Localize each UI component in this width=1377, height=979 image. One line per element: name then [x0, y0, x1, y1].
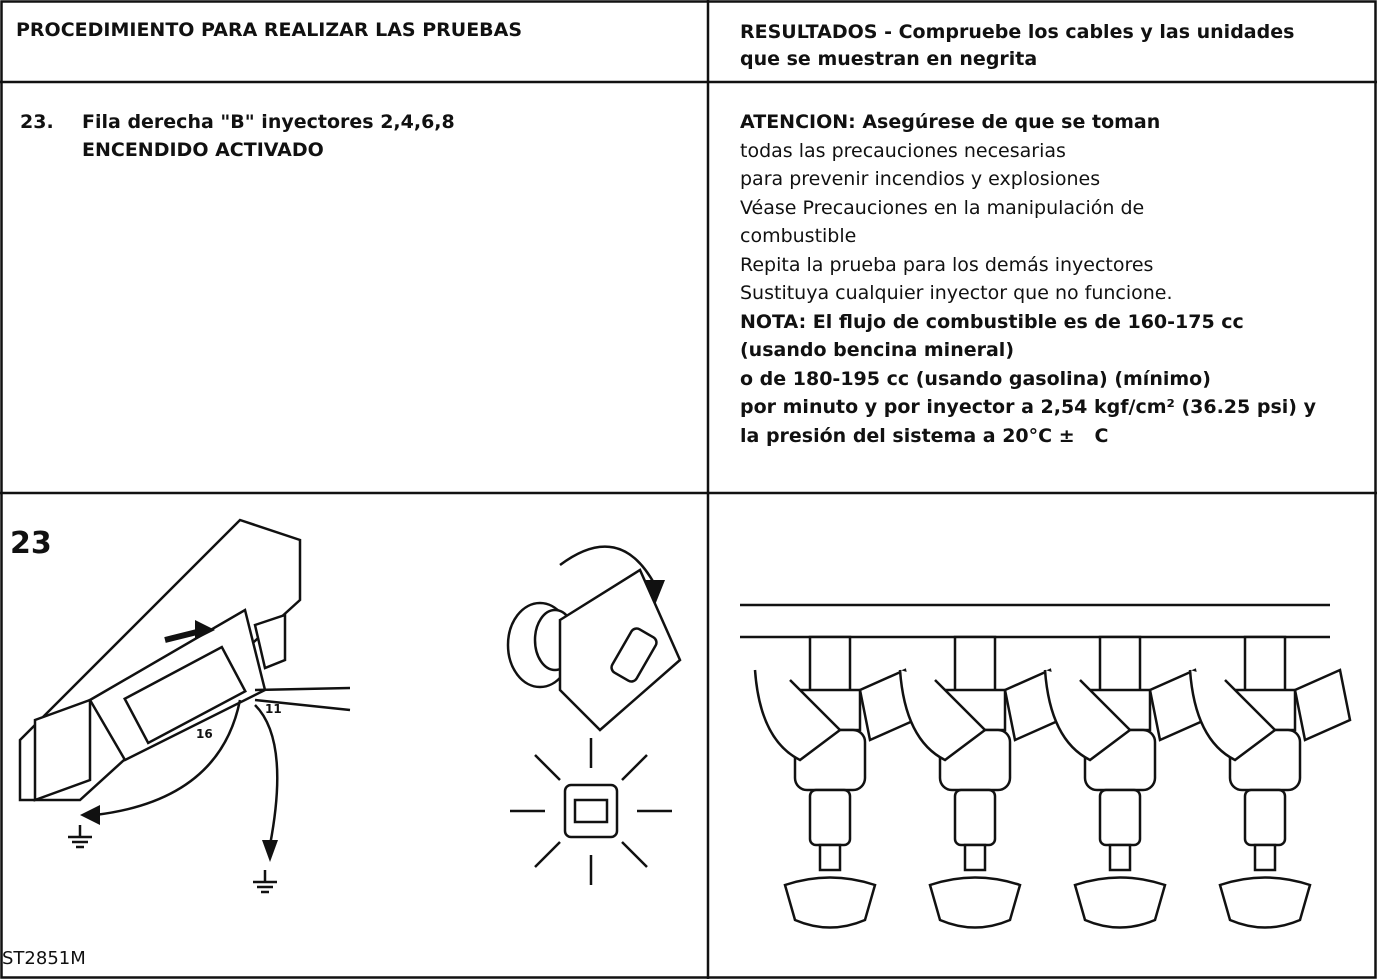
pin-label: 16	[196, 727, 213, 741]
result-line: por minuto y por inyector a 2,54 kgf/cm²…	[740, 396, 1316, 418]
result-line: combustible	[740, 225, 857, 247]
step-text: Fila derecha "B" inyectores 2,4,6,8	[82, 111, 455, 133]
result-line: todas las precauciones necesarias	[740, 139, 1066, 162]
step-text: ENCENDIDO ACTIVADO	[82, 139, 324, 161]
pin-label: 11	[265, 702, 282, 716]
header-right: que se muestran en negrita	[740, 48, 1038, 70]
result-line: Véase Precauciones en la manipulación de	[740, 196, 1145, 219]
figure-code: ST2851M	[2, 948, 86, 969]
header-right: RESULTADOS - Compruebe los cables y las …	[740, 21, 1295, 43]
battery-warning-light	[510, 738, 672, 885]
step-number: 23.	[20, 111, 54, 133]
result-line: Sustituya cualquier inyector que no func…	[740, 282, 1173, 304]
ecu-illustration	[18, 518, 351, 894]
result-line: o de 180-195 cc (usando gasolina) (mínim…	[740, 367, 1211, 390]
result-line: para prevenir incendios y explosiones	[740, 168, 1101, 190]
result-line: ATENCION: Asegúrese de que se toman	[740, 111, 1161, 133]
result-line: NOTA: El flujo de combustible es de 160-…	[740, 310, 1244, 333]
header-left: PROCEDIMIENTO PARA REALIZAR LAS PRUEBAS	[16, 19, 523, 41]
injector-illustration	[740, 603, 1352, 929]
figure-number: 23	[10, 526, 52, 561]
key-illustration	[506, 545, 682, 732]
result-line: Repita la prueba para los demás inyector…	[740, 253, 1154, 276]
result-line: la presión del sistema a 20°C ± C	[740, 424, 1109, 447]
result-line: (usando bencina mineral)	[740, 339, 1014, 361]
